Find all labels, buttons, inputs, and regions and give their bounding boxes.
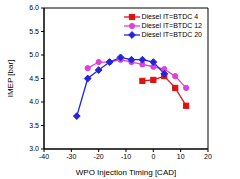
html-text:Diesel IT=BTDC 12: Diesel IT=BTDC 12 [141, 22, 202, 29]
html-text:Diesel IT=BTDC 4: Diesel IT=BTDC 4 [141, 13, 199, 20]
svg-text:3.0: 3.0 [29, 145, 39, 152]
svg-text:0: 0 [151, 153, 155, 160]
svg-text:10: 10 [177, 153, 185, 160]
html-text:Diesel IT=BTDC 20: Diesel IT=BTDC 20 [141, 31, 202, 38]
svg-text:4.5: 4.5 [29, 75, 39, 82]
svg-text:-20: -20 [94, 153, 104, 160]
svg-text:-10: -10 [121, 153, 131, 160]
svg-text:5.5: 5.5 [29, 28, 39, 35]
svg-text:WPO Injection Timing [CAD]: WPO Injection Timing [CAD] [76, 168, 176, 177]
svg-text:4.0: 4.0 [29, 98, 39, 105]
svg-text:6.0: 6.0 [29, 4, 39, 11]
svg-text:5.0: 5.0 [29, 51, 39, 58]
svg-text:-30: -30 [66, 153, 76, 160]
svg-text:-40: -40 [39, 153, 49, 160]
svg-text:20: 20 [204, 153, 212, 160]
svg-text:3.5: 3.5 [29, 122, 39, 129]
svg-text:IMEP [bar]: IMEP [bar] [8, 60, 15, 98]
